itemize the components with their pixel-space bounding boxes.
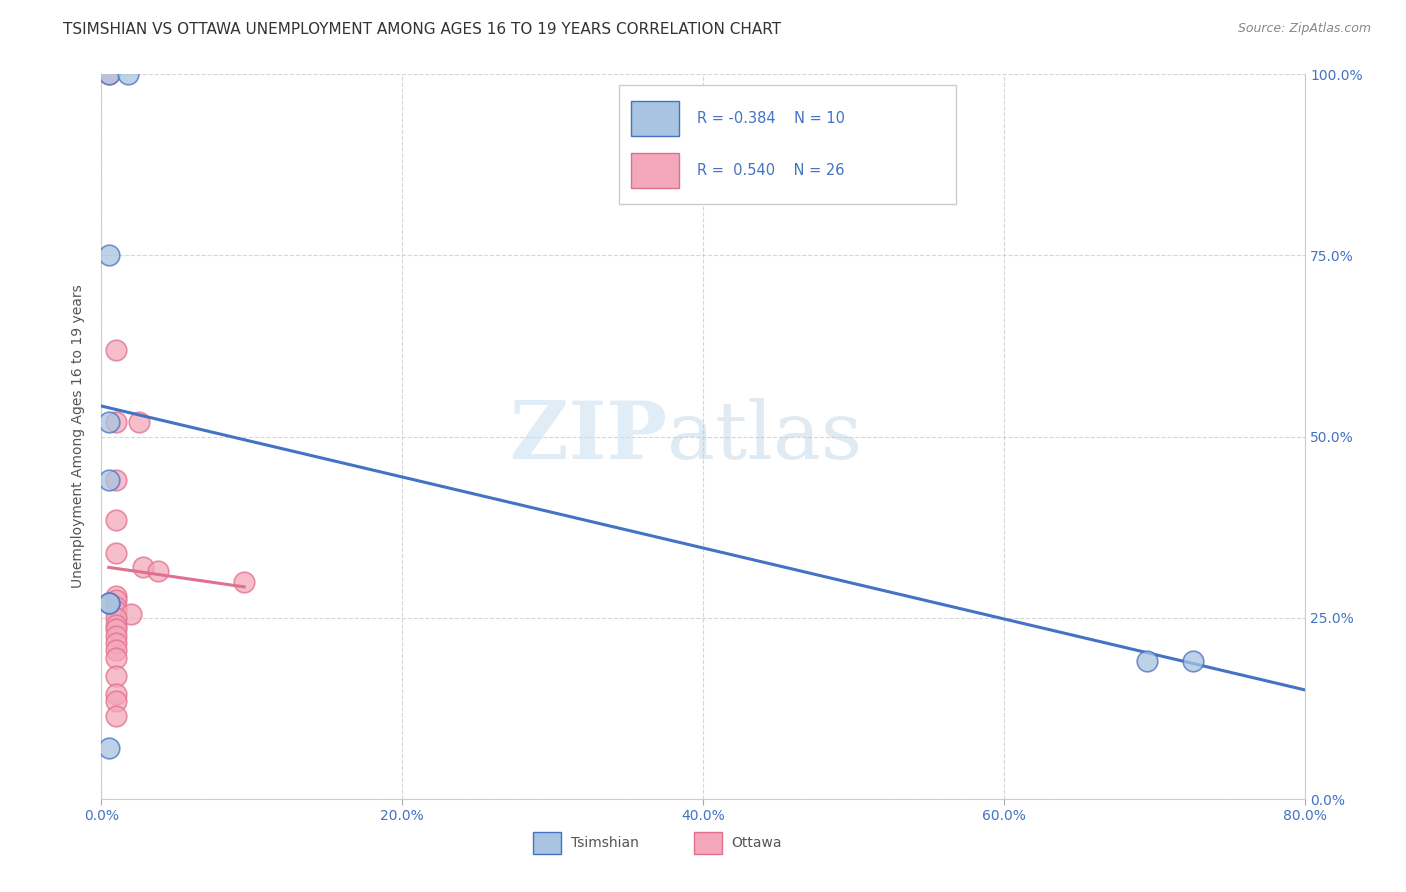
FancyBboxPatch shape xyxy=(619,85,956,203)
Point xyxy=(128,415,150,429)
Point xyxy=(97,67,120,81)
Point xyxy=(105,694,128,708)
Point xyxy=(105,618,128,632)
Point xyxy=(97,596,120,610)
Point xyxy=(105,343,128,357)
Point xyxy=(105,592,128,607)
Text: ZIP: ZIP xyxy=(510,398,668,475)
Point xyxy=(105,545,128,559)
Point xyxy=(105,473,128,487)
Text: Source: ZipAtlas.com: Source: ZipAtlas.com xyxy=(1237,22,1371,36)
Point xyxy=(105,599,128,614)
Point xyxy=(105,629,128,643)
Point xyxy=(105,622,128,636)
FancyBboxPatch shape xyxy=(695,832,723,854)
Point xyxy=(97,596,120,610)
Point xyxy=(105,603,128,617)
Text: atlas: atlas xyxy=(668,398,862,475)
Point xyxy=(105,687,128,701)
FancyBboxPatch shape xyxy=(631,153,679,188)
Point xyxy=(120,607,142,622)
FancyBboxPatch shape xyxy=(631,101,679,136)
Point xyxy=(97,415,120,429)
Point xyxy=(105,589,128,603)
Point xyxy=(97,473,120,487)
Text: Ottawa: Ottawa xyxy=(731,836,782,850)
Point xyxy=(105,650,128,665)
Point xyxy=(117,67,139,81)
Point xyxy=(105,708,128,723)
Point xyxy=(132,560,155,574)
Point xyxy=(1136,654,1159,668)
Text: TSIMSHIAN VS OTTAWA UNEMPLOYMENT AMONG AGES 16 TO 19 YEARS CORRELATION CHART: TSIMSHIAN VS OTTAWA UNEMPLOYMENT AMONG A… xyxy=(63,22,782,37)
Point xyxy=(105,513,128,527)
Point xyxy=(105,415,128,429)
Point xyxy=(105,643,128,657)
Text: R = -0.384    N = 10: R = -0.384 N = 10 xyxy=(697,111,845,126)
Point xyxy=(97,741,120,756)
Point xyxy=(97,67,120,81)
Text: Tsimshian: Tsimshian xyxy=(571,836,638,850)
Y-axis label: Unemployment Among Ages 16 to 19 years: Unemployment Among Ages 16 to 19 years xyxy=(72,285,86,589)
Point xyxy=(105,669,128,683)
FancyBboxPatch shape xyxy=(533,832,561,854)
Point xyxy=(105,636,128,650)
Point xyxy=(97,248,120,262)
Point xyxy=(1181,654,1204,668)
Point xyxy=(105,611,128,625)
Point xyxy=(233,574,256,589)
Text: R =  0.540    N = 26: R = 0.540 N = 26 xyxy=(697,163,845,178)
Point xyxy=(148,564,170,578)
